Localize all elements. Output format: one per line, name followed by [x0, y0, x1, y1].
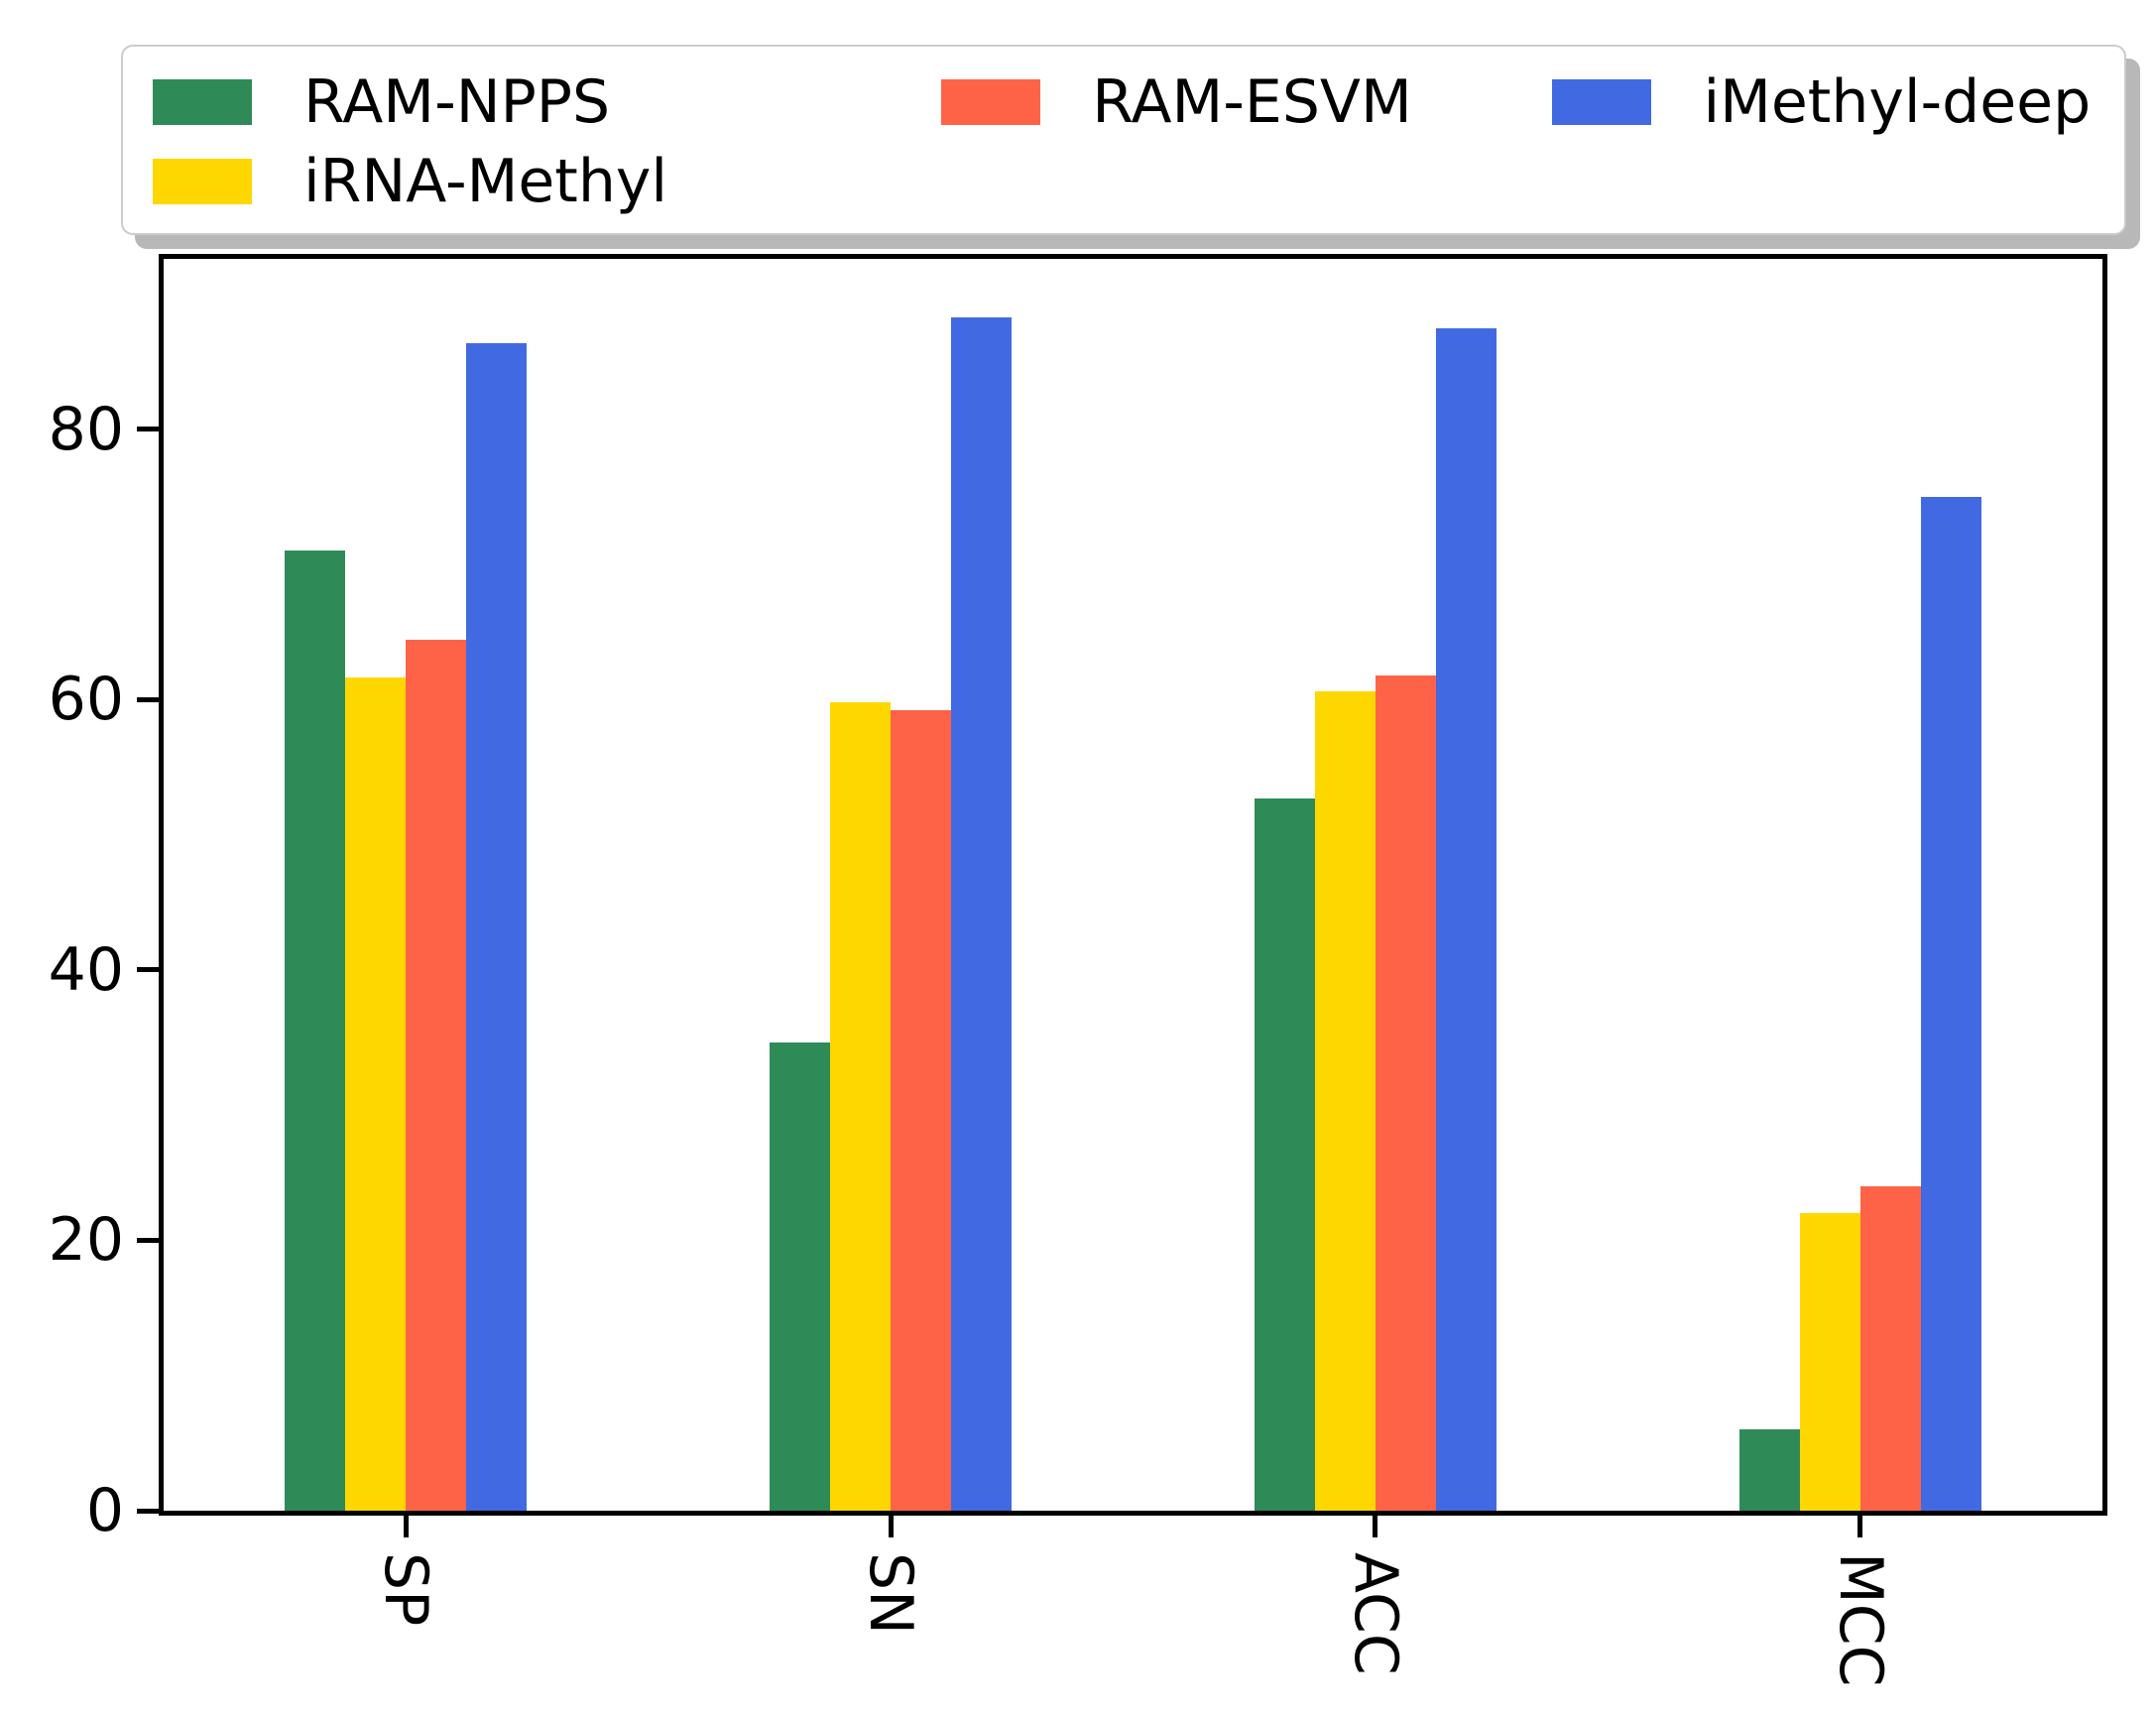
bar-SP-RAM-ESVM: [406, 640, 467, 1511]
legend-item-irna-methyl: iRNA-Methyl: [153, 142, 941, 221]
bar-SN-RAM-ESVM: [891, 710, 952, 1511]
legend-swatch-ram-esvm-icon: [941, 79, 1041, 125]
legend-swatch-ram-npps-icon: [153, 79, 252, 125]
legend-label-ram-esvm: RAM-ESVM: [1092, 67, 1412, 137]
y-axis-tick-0: [137, 1508, 159, 1514]
legend-item-ram-esvm: RAM-ESVM: [941, 62, 1552, 142]
y-axis-tick-label-80: 80: [48, 394, 124, 464]
legend-swatch-imethyl-deep-icon: [1552, 79, 1652, 125]
plot-area: 0 20 40 60 80 SP SN ACC MCC: [49, 254, 2107, 1687]
x-axis-tick-label-MCC: MCC: [1825, 1552, 1895, 1687]
legend-label-irna-methyl: iRNA-Methyl: [303, 147, 668, 216]
x-axis-tick-SN: [888, 1516, 894, 1537]
legend-label-imethyl-deep: iMethyl-deep: [1703, 67, 2092, 137]
legend-item-imethyl-deep: iMethyl-deep: [1552, 62, 2091, 142]
y-axis-tick-label-0: 0: [85, 1476, 124, 1545]
bar-ACC-RAM-ESVM: [1375, 674, 1436, 1511]
legend-swatch-irna-methyl-icon: [153, 159, 252, 204]
legend-item-ram-npps: RAM-NPPS: [153, 62, 941, 142]
bar-MCC-RAM-ESVM: [1859, 1185, 1921, 1511]
bar-SP-iMethyl-deep: [466, 342, 528, 1511]
bar-SN-RAM-NPPS: [770, 1042, 831, 1511]
x-axis-tick-ACC: [1373, 1516, 1378, 1537]
bar-SP-iRNA-Methyl: [345, 677, 407, 1511]
bar-MCC-iMethyl-deep: [1920, 496, 1981, 1511]
x-axis-tick-label-SP: SP: [371, 1552, 441, 1627]
y-axis-tick-label-20: 20: [48, 1205, 124, 1276]
y-axis-tick-20: [137, 1237, 159, 1243]
x-axis-tick-MCC: [1857, 1516, 1863, 1537]
bar-SP-RAM-NPPS: [285, 551, 346, 1511]
bar-ACC-iRNA-Methyl: [1314, 691, 1376, 1511]
y-axis-tick-label-40: 40: [48, 934, 124, 1005]
y-axis-tick-80: [137, 427, 159, 432]
bar-MCC-iRNA-Methyl: [1799, 1213, 1860, 1511]
x-axis-tick-SP: [403, 1516, 409, 1537]
legend: RAM-NPPS RAM-ESVM iMethyl-deep iRNA-Meth…: [121, 45, 2126, 235]
y-axis-tick-40: [137, 967, 159, 973]
bar-MCC-RAM-NPPS: [1738, 1429, 1800, 1511]
bar-SN-iMethyl-deep: [951, 316, 1013, 1511]
legend-label-ram-npps: RAM-NPPS: [303, 67, 611, 137]
y-axis-tick-60: [137, 696, 159, 702]
bar-ACC-RAM-NPPS: [1254, 797, 1315, 1511]
bar-ACC-iMethyl-deep: [1435, 327, 1497, 1511]
y-axis-tick-label-60: 60: [48, 665, 124, 735]
bar-SN-iRNA-Methyl: [830, 702, 892, 1511]
x-axis-tick-label-SN: SN: [856, 1552, 926, 1635]
x-axis-tick-label-ACC: ACC: [1340, 1552, 1410, 1675]
